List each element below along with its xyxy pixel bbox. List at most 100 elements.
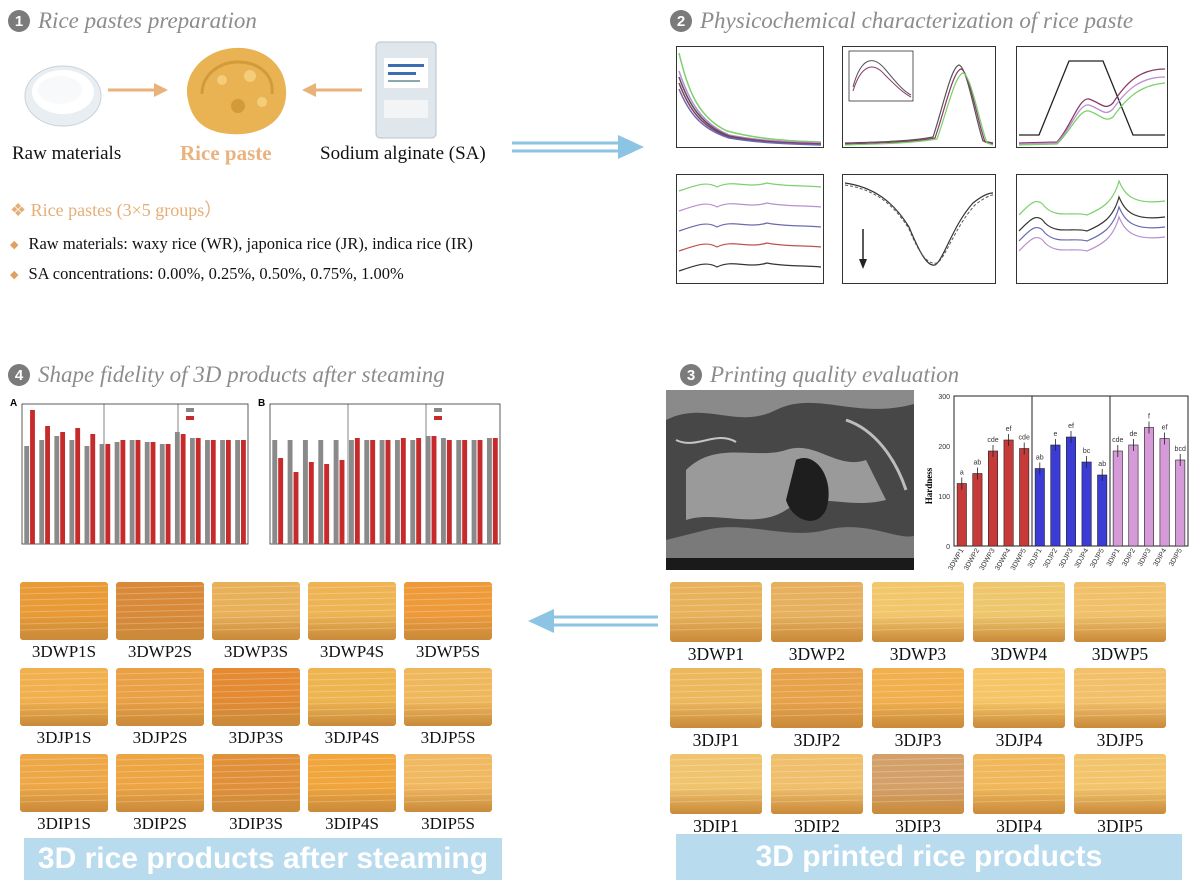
product-label: 3DWP5S: [415, 642, 481, 661]
printed-size-bar: [144, 442, 150, 544]
product-label: 3DIP3: [895, 816, 941, 836]
y-tick-label: 100: [938, 494, 950, 501]
product-label: 3DIP5S: [421, 814, 475, 833]
svg-text:A: A: [10, 398, 17, 409]
steamed-size-bar: [180, 434, 186, 544]
steamed-size-bar: [477, 440, 483, 544]
printed-size-bar: [287, 440, 293, 544]
printed-size-bar: [394, 440, 400, 544]
printed-size-bar: [159, 444, 165, 544]
printed-size-bar: [348, 440, 354, 544]
product-label: 3DWP4S: [319, 642, 385, 661]
steamed-size-bar: [400, 438, 406, 544]
steamed-size-bar: [150, 442, 156, 544]
y-tick-label: 200: [938, 444, 950, 451]
sodium-alginate-label: Sodium alginate (SA): [320, 143, 486, 164]
hardness-bar: [972, 473, 983, 547]
product-photo: [404, 754, 492, 812]
characterization-panel: [660, 40, 1190, 292]
chart-length-b: B: [256, 396, 504, 576]
hardness-bar: [956, 483, 967, 547]
product-photo: [20, 582, 108, 640]
section-1-title: 1 Rice pastes preparation: [8, 8, 257, 34]
steamed-size-bar: [431, 436, 437, 544]
steamed-size-bar: [120, 440, 126, 544]
steamed-size-bar: [462, 440, 468, 544]
steamed-size-bar: [105, 444, 111, 544]
category-label: 3DJP3: [1058, 547, 1075, 569]
steamed-size-bar: [492, 438, 498, 544]
product-label: 3DWP1: [687, 644, 745, 664]
product-label: 3DWP2S: [127, 642, 193, 661]
section-3-title-text: Printing quality evaluation: [710, 362, 960, 387]
product-photo: [973, 668, 1065, 728]
hardness-bar: [1128, 444, 1139, 547]
significance-label: de: [1130, 431, 1138, 438]
y-tick-label: 0: [946, 544, 950, 551]
significance-label: bcd: [1175, 446, 1186, 453]
significance-label: ef: [1068, 423, 1074, 430]
printed-size-bar: [220, 440, 225, 544]
hardness-bar: [1066, 436, 1076, 547]
plot-ftir: [1016, 174, 1168, 284]
product-label: 3DWP1S: [31, 642, 97, 661]
hardness-chart: Hardness 0 100 200 300 a 3DWP1 ab 3DWP2 cde 3DWP…: [920, 386, 1192, 578]
product-photo: [116, 754, 204, 812]
category-label: 3DJP1: [1027, 547, 1044, 569]
product-label: 3DJP3: [894, 730, 942, 750]
printed-size-bar: [39, 440, 45, 544]
printed-size-bar: [205, 440, 210, 544]
significance-label: ab: [1098, 461, 1106, 468]
hardness-bar: [1112, 450, 1123, 547]
steamed-size-bar: [339, 460, 345, 544]
steamed-size-bar: [210, 440, 216, 544]
flow-arrow-left-icon: [528, 609, 658, 633]
steamed-size-bar: [45, 426, 50, 544]
bullet-raw-materials: ◆ Raw materials: waxy rice (WR), japonic…: [10, 234, 473, 254]
steamed-size-bar: [241, 440, 246, 544]
category-label: 3DIP3: [1137, 547, 1153, 567]
printed-size-bar: [84, 446, 90, 544]
section-4-title-text: Shape fidelity of 3D products after stea…: [38, 362, 445, 387]
product-photo: [404, 668, 492, 726]
product-label: 3DIP4S: [325, 814, 379, 833]
rice-paste-image: [178, 40, 294, 140]
product-photo: [670, 754, 762, 814]
product-label: 3DJP3S: [228, 728, 284, 747]
printed-banner: 3D printed rice products: [676, 834, 1182, 880]
significance-label: ef: [1162, 425, 1168, 432]
section-1-title-text: Rice pastes preparation: [38, 8, 257, 33]
printed-size-bar: [114, 442, 120, 544]
raw-materials-label: Raw materials: [12, 143, 122, 164]
rice-paste-label: Rice paste: [180, 141, 272, 165]
category-label: 3DIP4: [1153, 547, 1169, 567]
steamed-size-bar: [165, 444, 171, 544]
printed-size-bar: [129, 440, 135, 544]
significance-label: bc: [1083, 448, 1091, 455]
section-2-title: 2 Physicochemical characterization of ri…: [670, 8, 1133, 34]
product-photo: [872, 754, 964, 814]
steamed-size-bar: [308, 462, 314, 544]
steamed-size-bar: [60, 432, 66, 544]
product-label: 3DJP2: [793, 730, 841, 750]
sodium-alginate-image: [372, 40, 440, 140]
product-photo: [20, 754, 108, 812]
product-photo: [308, 668, 396, 726]
category-label: 3DJP2: [1043, 547, 1060, 569]
steamed-size-bar: [354, 438, 360, 544]
category-label: 3DJP5: [1089, 547, 1106, 569]
bullet-sa-text: SA concentrations: 0.00%, 0.25%, 0.50%, …: [28, 264, 404, 283]
product-label: 3DWP3S: [223, 642, 289, 661]
section-4-title: 4 Shape fidelity of 3D products after st…: [8, 362, 445, 388]
hardness-ylabel: Hardness: [924, 467, 934, 504]
category-label: 3DIP5: [1168, 547, 1184, 567]
steamed-size-bar: [90, 434, 96, 544]
product-photo: [116, 668, 204, 726]
hardness-bar: [1019, 448, 1030, 547]
section-2-number: 2: [670, 10, 692, 32]
product-photo: [872, 668, 964, 728]
sem-texture-icon: [666, 390, 914, 570]
product-photo: [670, 582, 762, 642]
printed-size-bar: [486, 438, 492, 544]
product-label: 3DJP4S: [324, 728, 380, 747]
